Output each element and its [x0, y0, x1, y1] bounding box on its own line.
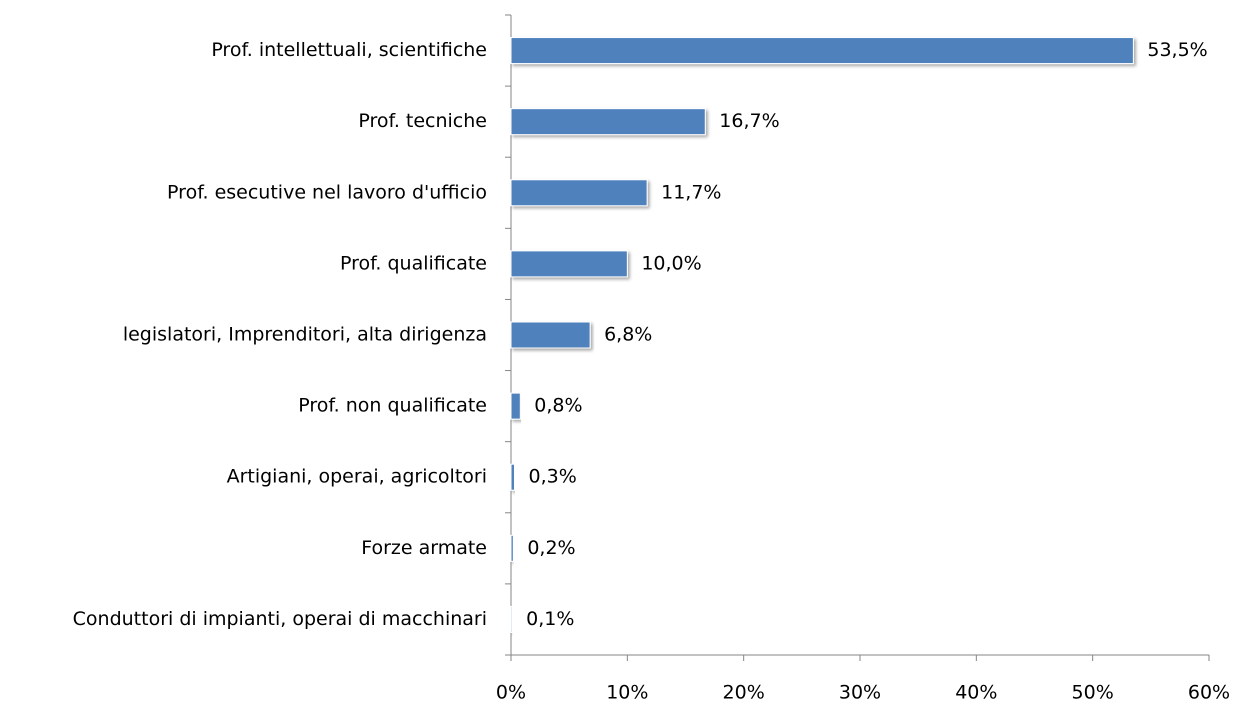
category-label: Prof. esecutive nel lavoro d'ufficio: [167, 181, 487, 203]
category-label: Prof. non qualificate: [298, 395, 487, 417]
x-tick-label: 40%: [955, 682, 997, 704]
x-tick-label: 50%: [1072, 682, 1114, 704]
value-label: 16,7%: [719, 110, 779, 132]
category-label: Prof. intellettuali, scientifiche: [211, 39, 487, 61]
category-label: Forze armate: [361, 537, 487, 559]
category-label: Prof. tecniche: [358, 110, 487, 132]
value-label: 6,8%: [604, 324, 652, 346]
x-tick-label: 0%: [496, 682, 526, 704]
bar: [510, 392, 521, 420]
bar: [510, 321, 591, 349]
x-tick-label: 60%: [1188, 682, 1230, 704]
bar: [510, 463, 515, 491]
bar: [510, 179, 648, 207]
bar: [510, 108, 706, 136]
bar: [510, 534, 514, 562]
value-label: 0,1%: [526, 608, 574, 630]
category-label: legislatori, Imprenditori, alta dirigenz…: [123, 324, 487, 346]
x-tick-label: 20%: [723, 682, 765, 704]
bar: [510, 37, 1134, 65]
value-label: 53,5%: [1147, 39, 1207, 61]
value-label: 0,2%: [527, 537, 575, 559]
bar: [510, 250, 628, 278]
x-tick-label: 10%: [606, 682, 648, 704]
bar: [510, 605, 513, 633]
value-label: 0,8%: [534, 395, 582, 417]
value-label: 0,3%: [528, 466, 576, 488]
category-label: Artigiani, operai, agricoltori: [227, 466, 487, 488]
x-tick-label: 30%: [839, 682, 881, 704]
category-label: Prof. qualificate: [340, 252, 487, 274]
category-label: Conduttori di impianti, operai di macchi…: [73, 608, 487, 630]
value-label: 10,0%: [641, 252, 701, 274]
value-label: 11,7%: [661, 181, 721, 203]
